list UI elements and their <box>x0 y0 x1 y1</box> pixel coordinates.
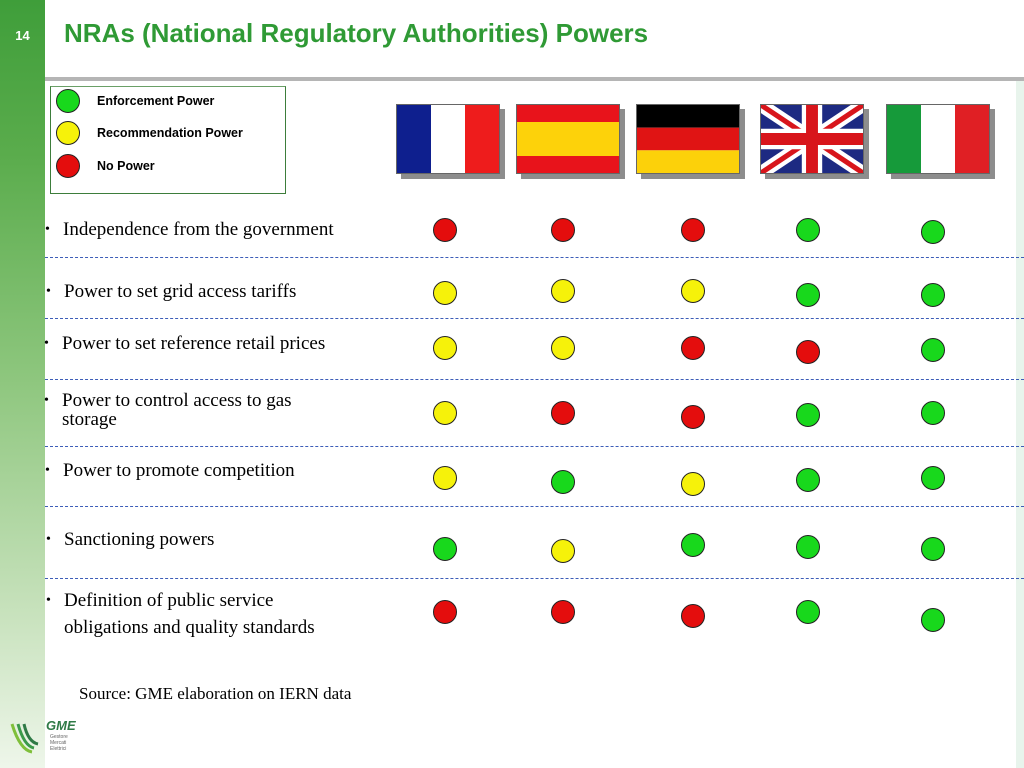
bullet-icon: • <box>46 532 51 547</box>
status-dot-red-icon <box>551 401 575 425</box>
legend-box: Enforcement Power Recommendation Power N… <box>50 86 286 194</box>
page-title: NRAs (National Regulatory Authorities) P… <box>64 18 649 48</box>
status-dot-red-icon <box>433 218 457 242</box>
status-dot-green-icon <box>796 535 820 559</box>
status-dot-yellow-icon <box>433 466 457 490</box>
source-note: Source: GME elaboration on IERN data <box>79 684 352 703</box>
bullet-icon: • <box>44 393 49 408</box>
status-dot-yellow-icon <box>433 281 457 305</box>
uk-flag-icon <box>760 104 864 174</box>
status-dot-yellow-icon <box>551 336 575 360</box>
status-dot-green-icon <box>551 470 575 494</box>
bullet-icon: • <box>44 336 49 351</box>
status-dot-red-icon <box>681 336 705 360</box>
legend-label: No Power <box>97 159 155 173</box>
status-dot-yellow-icon <box>681 472 705 496</box>
status-dot-yellow-icon <box>551 539 575 563</box>
status-dot-red-icon <box>681 405 705 429</box>
status-dot-yellow-icon <box>433 336 457 360</box>
page-number: 14 <box>15 28 30 43</box>
row-separator <box>45 506 1024 507</box>
gme-logo-icon <box>10 723 39 754</box>
status-dot-yellow-icon <box>551 279 575 303</box>
status-dot-green-icon <box>796 403 820 427</box>
france-flag-icon <box>396 104 500 174</box>
bullet-icon: • <box>46 284 51 299</box>
status-dot-green-icon <box>921 537 945 561</box>
status-dot-green-icon <box>433 537 457 561</box>
row-separator <box>45 446 1024 447</box>
status-dot-green-icon <box>681 533 705 557</box>
row-separator <box>45 257 1024 258</box>
bullet-icon: • <box>46 593 51 608</box>
status-dot-green-icon <box>796 600 820 624</box>
germany-flag-icon <box>636 104 740 174</box>
spain-flag-icon <box>516 104 620 174</box>
status-dot-green-icon <box>921 466 945 490</box>
legend-label: Recommendation Power <box>97 126 243 140</box>
status-dot-green-icon <box>796 283 820 307</box>
gme-logo: GME Gestore Mercati Elettrici <box>10 718 82 762</box>
status-dot-green-icon <box>796 468 820 492</box>
status-dot-red-icon <box>681 218 705 242</box>
green-circle-icon <box>56 89 80 113</box>
yellow-circle-icon <box>56 121 80 145</box>
legend-label: Enforcement Power <box>97 94 215 108</box>
status-dot-yellow-icon <box>681 279 705 303</box>
status-dot-red-icon <box>551 218 575 242</box>
status-dot-red-icon <box>681 604 705 628</box>
right-stripe <box>1016 81 1024 768</box>
row-separator <box>45 379 1024 380</box>
title-divider <box>45 77 1024 81</box>
red-circle-icon <box>56 154 80 178</box>
status-dot-green-icon <box>921 401 945 425</box>
status-dot-green-icon <box>921 608 945 632</box>
status-dot-red-icon <box>796 340 820 364</box>
bullet-icon: • <box>45 463 50 478</box>
row-separator <box>45 578 1024 579</box>
left-sidebar <box>0 0 45 768</box>
italy-flag-icon <box>886 104 990 174</box>
logo-text: GME <box>46 718 76 733</box>
logo-subtitle: Gestore Mercati Elettrici <box>50 734 68 752</box>
status-dot-green-icon <box>921 220 945 244</box>
bullet-icon: • <box>45 222 50 237</box>
status-dot-green-icon <box>796 218 820 242</box>
status-dot-red-icon <box>551 600 575 624</box>
status-dot-red-icon <box>433 600 457 624</box>
status-dot-yellow-icon <box>433 401 457 425</box>
status-dot-green-icon <box>921 338 945 362</box>
row-separator <box>45 318 1024 319</box>
status-dot-green-icon <box>921 283 945 307</box>
